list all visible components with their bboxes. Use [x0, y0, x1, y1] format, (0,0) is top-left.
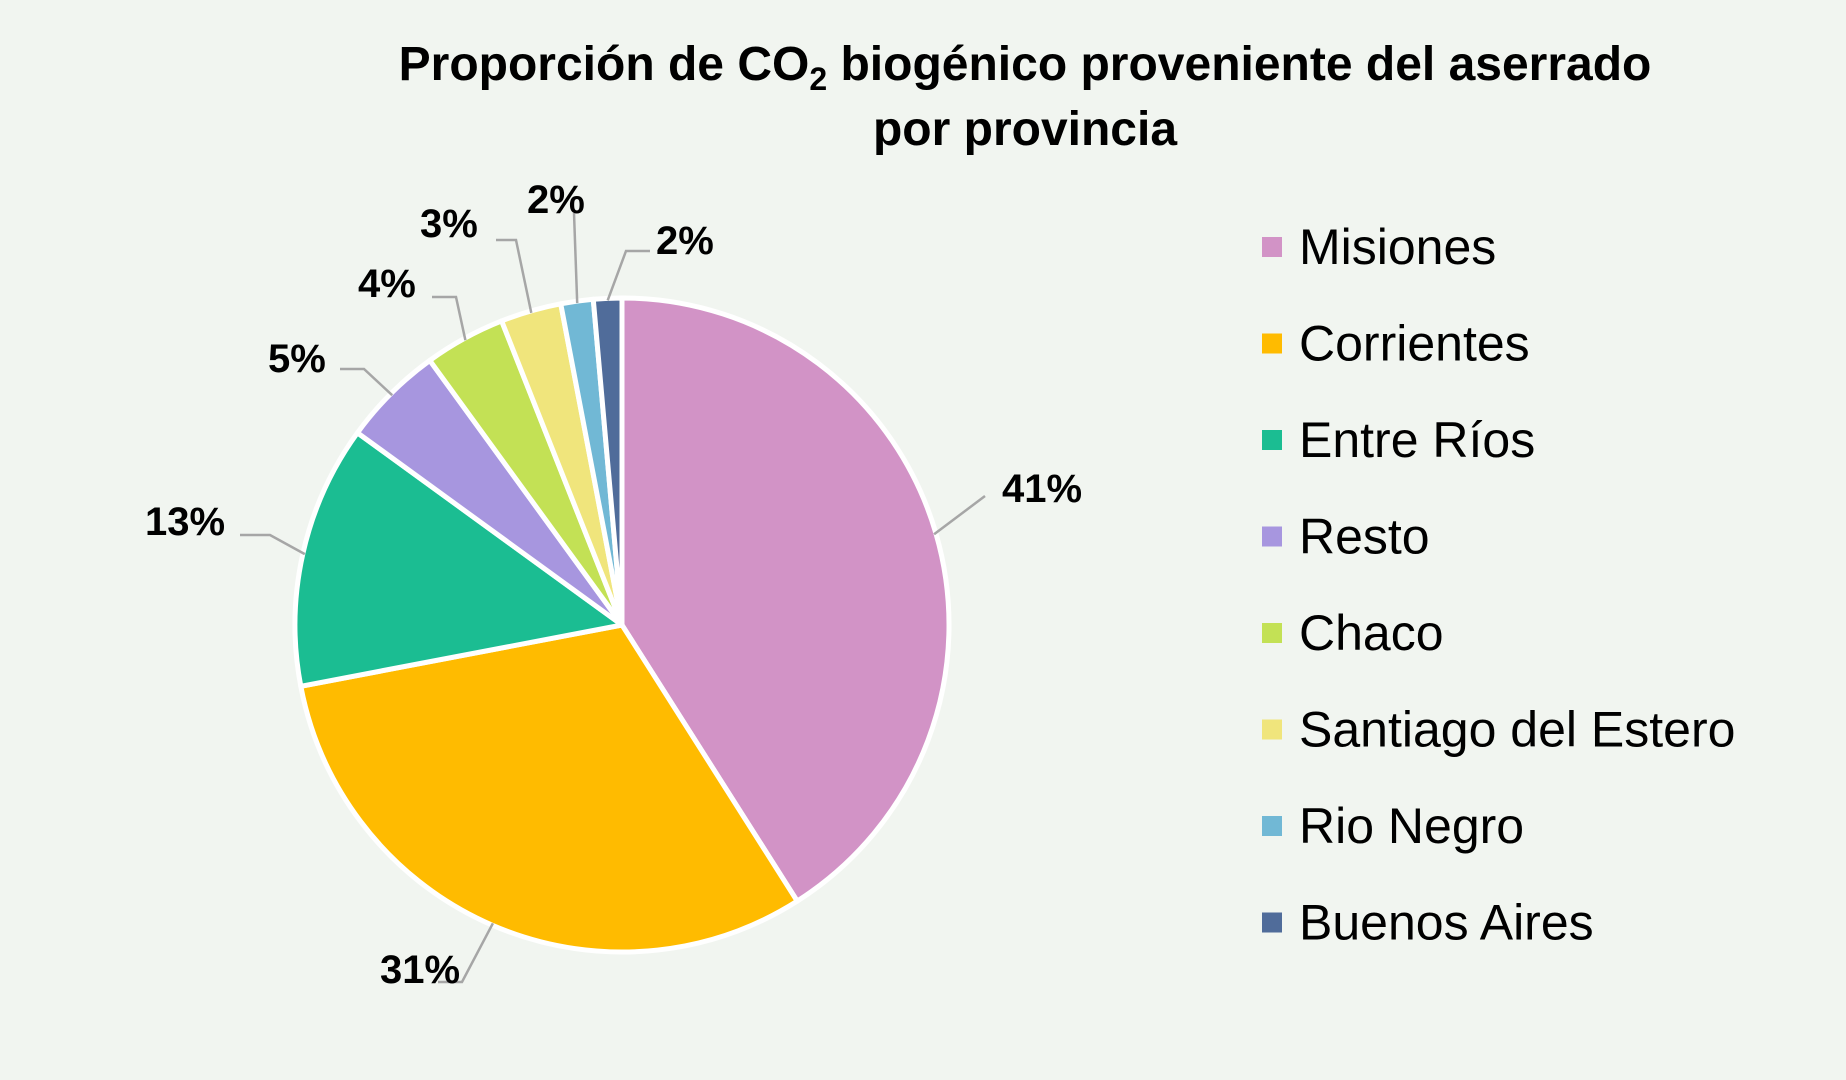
leader-line: [496, 238, 533, 314]
legend-label: Rio Negro: [1299, 798, 1524, 854]
leader-lines: [240, 212, 986, 984]
legend-item: Rio Negro: [1262, 798, 1524, 854]
data-label: 31%: [380, 948, 460, 992]
legend-swatch: [1262, 719, 1282, 740]
legend-label: Misiones: [1299, 219, 1496, 275]
legend: Misiones Corrientes Entre Ríos Resto Chaco Sa…: [1262, 219, 1735, 951]
legend-item: Resto: [1262, 509, 1430, 565]
legend-item: Corrientes: [1262, 316, 1530, 372]
pie-slices: [292, 295, 952, 955]
data-label: 41%: [1002, 467, 1082, 511]
leader-line: [606, 249, 650, 301]
legend-swatch: [1262, 237, 1282, 257]
legend-item: Buenos Aires: [1262, 895, 1594, 951]
data-label: 2%: [656, 219, 714, 263]
chart-title-line-2: por provincia: [873, 103, 1177, 156]
data-label: 3%: [420, 202, 478, 246]
legend-swatch: [1262, 333, 1282, 354]
legend-label: Corrientes: [1299, 316, 1530, 372]
leader-line: [240, 533, 306, 556]
legend-swatch: [1262, 912, 1282, 933]
legend-label: Buenos Aires: [1299, 895, 1594, 951]
data-label: 13%: [145, 500, 225, 544]
leader-line: [933, 495, 986, 536]
legend-swatch: [1262, 430, 1282, 450]
leader-line: [572, 212, 579, 304]
legend-swatch: [1262, 526, 1282, 547]
leader-line: [438, 922, 495, 984]
chart-title-line-1: Proporción de CO2 biogénico proveniente …: [399, 38, 1652, 97]
leader-line: [432, 295, 467, 341]
data-label: 4%: [358, 262, 416, 306]
chart-title: Proporción de CO2 biogénico proveniente …: [399, 38, 1652, 156]
legend-label: Entre Ríos: [1299, 412, 1535, 468]
legend-item: Entre Ríos: [1262, 412, 1535, 468]
legend-label: Chaco: [1299, 605, 1444, 661]
legend-item: Chaco: [1262, 605, 1444, 661]
legend-swatch: [1262, 623, 1282, 643]
leader-line: [340, 367, 394, 397]
data-label: 2%: [527, 178, 585, 222]
legend-label: Santiago del Estero: [1299, 702, 1735, 758]
legend-swatch: [1262, 816, 1282, 836]
legend-item: Santiago del Estero: [1262, 702, 1735, 758]
data-label: 5%: [268, 337, 326, 381]
legend-item: Misiones: [1262, 219, 1496, 275]
data-labels: 41% 31% 13% 5% 4%3% 2% 2%: [145, 178, 1082, 992]
legend-label: Resto: [1299, 509, 1430, 565]
